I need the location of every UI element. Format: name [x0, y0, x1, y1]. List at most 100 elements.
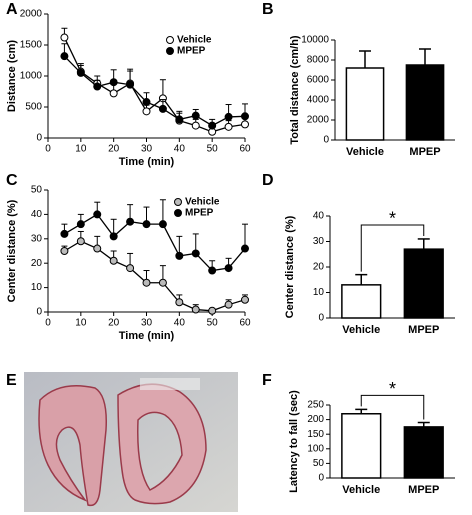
- marker: [109, 78, 118, 87]
- marker: [191, 121, 200, 130]
- marker: [126, 80, 135, 89]
- bar: [341, 284, 382, 319]
- legend-marker: [166, 47, 174, 55]
- marker: [60, 247, 69, 255]
- marker: [93, 244, 102, 253]
- x-tick-label: Vehicle: [342, 484, 380, 496]
- y-tick-label: 0: [323, 135, 329, 146]
- y-tick-label: 10: [313, 287, 325, 298]
- tissue-left: [38, 385, 108, 507]
- y-axis-label: Center distance (%): [6, 199, 18, 302]
- bar: [403, 248, 444, 319]
- marker: [60, 229, 69, 238]
- y-tick-label: 10000: [301, 35, 329, 46]
- marker: [241, 120, 249, 129]
- y-tick-label: 200: [307, 414, 324, 425]
- marker: [175, 251, 184, 260]
- x-tick-label: 50: [207, 144, 219, 155]
- marker: [191, 111, 200, 120]
- x-tick-label: MPEP: [409, 146, 440, 158]
- tissue-fragment: [140, 378, 200, 390]
- y-tick-label: 30: [31, 233, 43, 244]
- y-tick-label: 250: [307, 400, 324, 411]
- legend-label: MPEP: [185, 208, 214, 219]
- bar: [403, 426, 444, 479]
- y-tick-label: 6000: [307, 75, 330, 86]
- x-tick-label: MPEP: [408, 484, 439, 496]
- y-tick-label: 2000: [307, 115, 330, 126]
- panel-letter: F: [262, 372, 272, 389]
- x-tick-label: 40: [174, 318, 186, 329]
- significance-marker: *: [389, 379, 396, 399]
- x-tick-label: Vehicle: [346, 146, 384, 158]
- marker: [142, 220, 151, 229]
- y-tick-label: 10: [31, 282, 43, 293]
- legend-marker: [166, 36, 174, 44]
- y-tick-label: 50: [31, 185, 43, 196]
- marker: [175, 115, 184, 124]
- legend-label: Vehicle: [177, 35, 212, 46]
- x-tick-label: Vehicle: [342, 324, 380, 336]
- marker: [126, 264, 135, 273]
- significance-marker: *: [389, 209, 396, 229]
- marker: [142, 107, 151, 116]
- marker: [126, 217, 135, 226]
- panel-letter: C: [6, 172, 18, 189]
- y-tick-label: 50: [313, 458, 325, 469]
- panel-letter: E: [6, 372, 17, 389]
- marker: [224, 122, 233, 131]
- marker: [241, 295, 249, 304]
- marker: [208, 266, 217, 275]
- marker: [224, 264, 233, 273]
- marker: [93, 210, 102, 219]
- y-tick-label: 0: [36, 307, 42, 318]
- marker: [109, 232, 118, 241]
- marker: [76, 220, 85, 229]
- x-tick-label: 0: [45, 318, 51, 329]
- marker: [224, 112, 233, 121]
- y-tick-label: 0: [318, 473, 324, 484]
- series-line: [64, 213, 246, 272]
- series-line: [64, 240, 246, 312]
- bar: [405, 64, 445, 141]
- x-tick-label: 0: [45, 144, 51, 155]
- legend-label: Vehicle: [185, 197, 220, 208]
- y-tick-label: 0: [36, 133, 42, 144]
- y-tick-label: 100: [307, 443, 324, 454]
- marker: [208, 121, 217, 130]
- marker: [191, 305, 200, 314]
- y-tick-label: 500: [25, 102, 42, 113]
- x-axis-label: Time (min): [119, 330, 175, 342]
- marker: [224, 300, 233, 309]
- y-axis-label: Distance (cm): [6, 40, 18, 112]
- x-tick-label: 60: [239, 318, 251, 329]
- y-tick-label: 30: [313, 236, 325, 247]
- marker: [241, 244, 249, 253]
- legend-label: MPEP: [177, 46, 206, 57]
- bar: [341, 413, 382, 479]
- marker: [109, 256, 118, 265]
- x-tick-label: 30: [141, 144, 153, 155]
- y-tick-label: 20: [31, 258, 43, 269]
- y-axis-label: Total distance (cm/h): [289, 35, 301, 145]
- y-tick-label: 40: [313, 211, 325, 222]
- marker: [158, 220, 167, 229]
- series-line: [63, 37, 246, 133]
- marker: [208, 306, 217, 315]
- marker: [191, 249, 200, 258]
- significance-bracket: [360, 394, 425, 420]
- y-tick-label: 1500: [20, 40, 43, 51]
- y-tick-label: 1000: [20, 71, 43, 82]
- y-tick-label: 4000: [307, 95, 330, 106]
- marker: [93, 82, 102, 91]
- y-tick-label: 0: [318, 313, 324, 324]
- legend-marker: [174, 198, 182, 206]
- x-tick-label: 10: [75, 144, 87, 155]
- y-tick-label: 40: [31, 209, 43, 220]
- x-tick-label: 30: [141, 318, 153, 329]
- marker: [158, 278, 167, 287]
- marker: [158, 104, 167, 113]
- marker: [142, 278, 151, 287]
- marker: [109, 89, 118, 98]
- panel-letter: D: [262, 172, 274, 189]
